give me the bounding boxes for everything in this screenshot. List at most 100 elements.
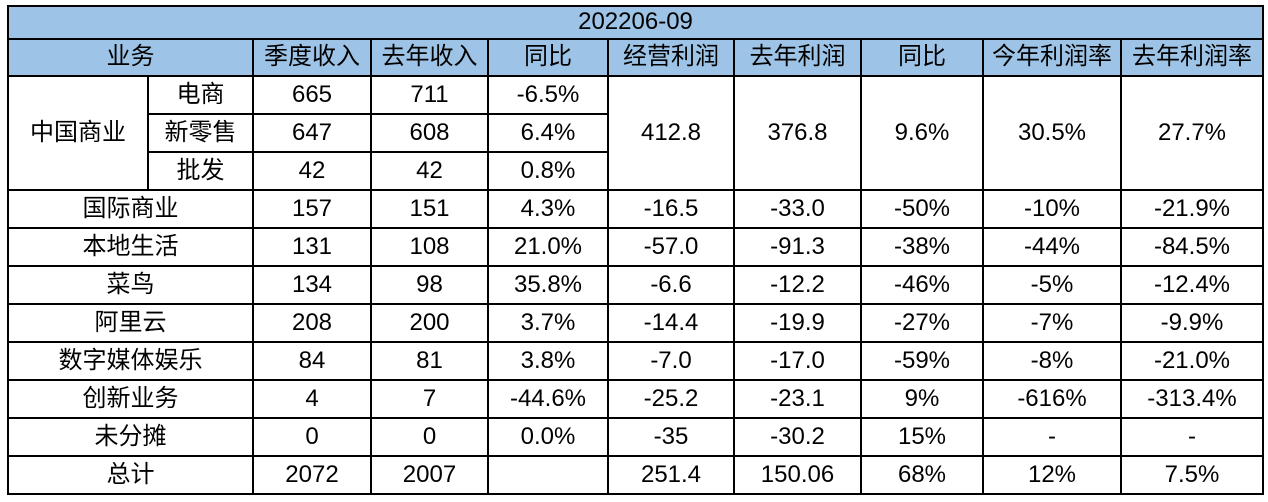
cell-subcategory: 批发: [147, 151, 254, 191]
row-alibaba-cloud: 阿里云 208 200 3.7% -14.4 -19.9 -27% -7% -9…: [7, 303, 1264, 343]
cell-this-year-margin: -44%: [982, 227, 1122, 267]
cell-operating-profit: -57.0: [607, 227, 735, 267]
cell-last-year-revenue: 0: [370, 417, 489, 457]
cell-business-name: 未分摊: [7, 417, 254, 457]
cell-last-year-profit: -23.1: [733, 379, 862, 419]
row-innovation-business: 创新业务 4 7 -44.6% -25.2 -23.1 9% -616% -31…: [7, 379, 1264, 419]
header-this-year-margin: 今年利润率: [982, 38, 1122, 77]
cell-subcategory: 新零售: [147, 113, 254, 153]
financial-table: 202206-09 业务 季度收入 去年收入 同比 经营利润 去年利润 同比 今…: [7, 5, 1264, 495]
row-unallocated: 未分摊 0 0 0.0% -35 -30.2 15% - -: [7, 417, 1264, 457]
cell-profit-yoy: -59%: [860, 341, 984, 381]
cell-revenue-yoy: [487, 455, 609, 495]
header-row: 业务 季度收入 去年收入 同比 经营利润 去年利润 同比 今年利润率 去年利润率: [7, 38, 1264, 77]
cell-last-year-margin: -84.5%: [1120, 227, 1264, 267]
cell-this-year-margin: -8%: [982, 341, 1122, 381]
cell-this-year-margin: -616%: [982, 379, 1122, 419]
cell-quarter-revenue: 2072: [252, 455, 372, 495]
cell-business-name: 本地生活: [7, 227, 254, 267]
cell-quarter-revenue: 4: [252, 379, 372, 419]
cell-last-year-profit: -12.2: [733, 265, 862, 305]
cell-last-year-revenue: 108: [370, 227, 489, 267]
cell-business-name: 菜鸟: [7, 265, 254, 305]
cell-last-year-profit: -19.9: [733, 303, 862, 343]
row-china-new-retail: 新零售 647 608 6.4%: [8, 113, 1263, 153]
cell-profit-yoy: 9%: [860, 379, 984, 419]
cell-profit-yoy: -50%: [860, 189, 984, 229]
cell-quarter-revenue: 208: [252, 303, 372, 343]
header-last-year-margin: 去年利润率: [1120, 38, 1264, 77]
cell-this-year-margin: -: [982, 417, 1122, 457]
cell-last-year-margin: -12.4%: [1120, 265, 1264, 305]
cell-quarter-revenue: 134: [252, 265, 372, 305]
cell-last-year-revenue: 7: [370, 379, 489, 419]
row-cainiao: 菜鸟 134 98 35.8% -6.6 -12.2 -46% -5% -12.…: [7, 265, 1264, 305]
cell-this-year-margin: -5%: [982, 265, 1122, 305]
cell-last-year-revenue: 711: [370, 75, 489, 115]
cell-profit-yoy: 15%: [860, 417, 984, 457]
cell-last-year-margin: -21.0%: [1120, 341, 1264, 381]
cell-category: 中国商业: [7, 75, 149, 191]
cell-operating-profit: -25.2: [607, 379, 735, 419]
header-quarter-revenue: 季度收入: [252, 38, 372, 77]
cell-this-year-margin: -7%: [982, 303, 1122, 343]
cell-revenue-yoy: 3.8%: [487, 341, 609, 381]
cell-subcategory: 电商: [147, 75, 254, 115]
cell-revenue-yoy: 0.8%: [487, 151, 609, 191]
cell-quarter-revenue: 665: [252, 75, 372, 115]
cell-last-year-margin: -21.9%: [1120, 189, 1264, 229]
cell-business-name: 国际商业: [7, 189, 254, 229]
row-international-commerce: 国际商业 157 151 4.3% -16.5 -33.0 -50% -10% …: [7, 189, 1264, 229]
cell-this-year-margin: 30.5%: [982, 75, 1122, 191]
cell-quarter-revenue: 131: [252, 227, 372, 267]
cell-last-year-revenue: 151: [370, 189, 489, 229]
cell-revenue-yoy: -6.5%: [487, 75, 609, 115]
header-operating-profit: 经营利润: [607, 38, 735, 77]
cell-last-year-revenue: 200: [370, 303, 489, 343]
header-last-year-profit: 去年利润: [733, 38, 862, 77]
cell-last-year-margin: 7.5%: [1120, 455, 1264, 495]
cell-operating-profit: -14.4: [607, 303, 735, 343]
cell-operating-profit: 251.4: [607, 455, 735, 495]
row-digital-media-entertainment: 数字媒体娱乐 84 81 3.8% -7.0 -17.0 -59% -8% -2…: [7, 341, 1264, 381]
cell-last-year-revenue: 608: [370, 113, 489, 153]
cell-last-year-margin: -: [1120, 417, 1264, 457]
cell-this-year-margin: -10%: [982, 189, 1122, 229]
header-revenue-yoy: 同比: [487, 38, 609, 77]
cell-last-year-margin: 27.7%: [1120, 75, 1264, 191]
cell-quarter-revenue: 0: [252, 417, 372, 457]
cell-quarter-revenue: 42: [252, 151, 372, 191]
cell-total-label: 总计: [7, 455, 254, 495]
row-total: 总计 2072 2007 251.4 150.06 68% 12% 7.5%: [7, 455, 1264, 495]
cell-quarter-revenue: 157: [252, 189, 372, 229]
cell-last-year-revenue: 42: [370, 151, 489, 191]
row-local-services: 本地生活 131 108 21.0% -57.0 -91.3 -38% -44%…: [7, 227, 1264, 267]
cell-revenue-yoy: 0.0%: [487, 417, 609, 457]
header-business: 业务: [7, 38, 254, 77]
cell-quarter-revenue: 647: [252, 113, 372, 153]
cell-business-name: 创新业务: [7, 379, 254, 419]
cell-quarter-revenue: 84: [252, 341, 372, 381]
row-china-ecommerce: 中国商业 电商 665 711 -6.5% 412.8 376.8 9.6% 3…: [7, 75, 1264, 191]
title-row: 202206-09: [7, 5, 1264, 40]
cell-profit-yoy: 68%: [860, 455, 984, 495]
cell-last-year-revenue: 98: [370, 265, 489, 305]
cell-revenue-yoy: 6.4%: [487, 113, 609, 153]
cell-operating-profit: 412.8: [607, 75, 735, 191]
cell-revenue-yoy: -44.6%: [487, 379, 609, 419]
cell-profit-yoy: -38%: [860, 227, 984, 267]
cell-last-year-profit: -33.0: [733, 189, 862, 229]
cell-last-year-profit: -30.2: [733, 417, 862, 457]
header-profit-yoy: 同比: [860, 38, 984, 77]
header-last-year-revenue: 去年收入: [370, 38, 489, 77]
cell-last-year-profit: -91.3: [733, 227, 862, 267]
cell-profit-yoy: 9.6%: [860, 75, 984, 191]
cell-profit-yoy: -27%: [860, 303, 984, 343]
cell-operating-profit: -7.0: [607, 341, 735, 381]
cell-last-year-margin: -313.4%: [1120, 379, 1264, 419]
cell-revenue-yoy: 35.8%: [487, 265, 609, 305]
cell-last-year-revenue: 2007: [370, 455, 489, 495]
cell-last-year-profit: 376.8: [733, 75, 862, 191]
cell-revenue-yoy: 21.0%: [487, 227, 609, 267]
cell-operating-profit: -16.5: [607, 189, 735, 229]
